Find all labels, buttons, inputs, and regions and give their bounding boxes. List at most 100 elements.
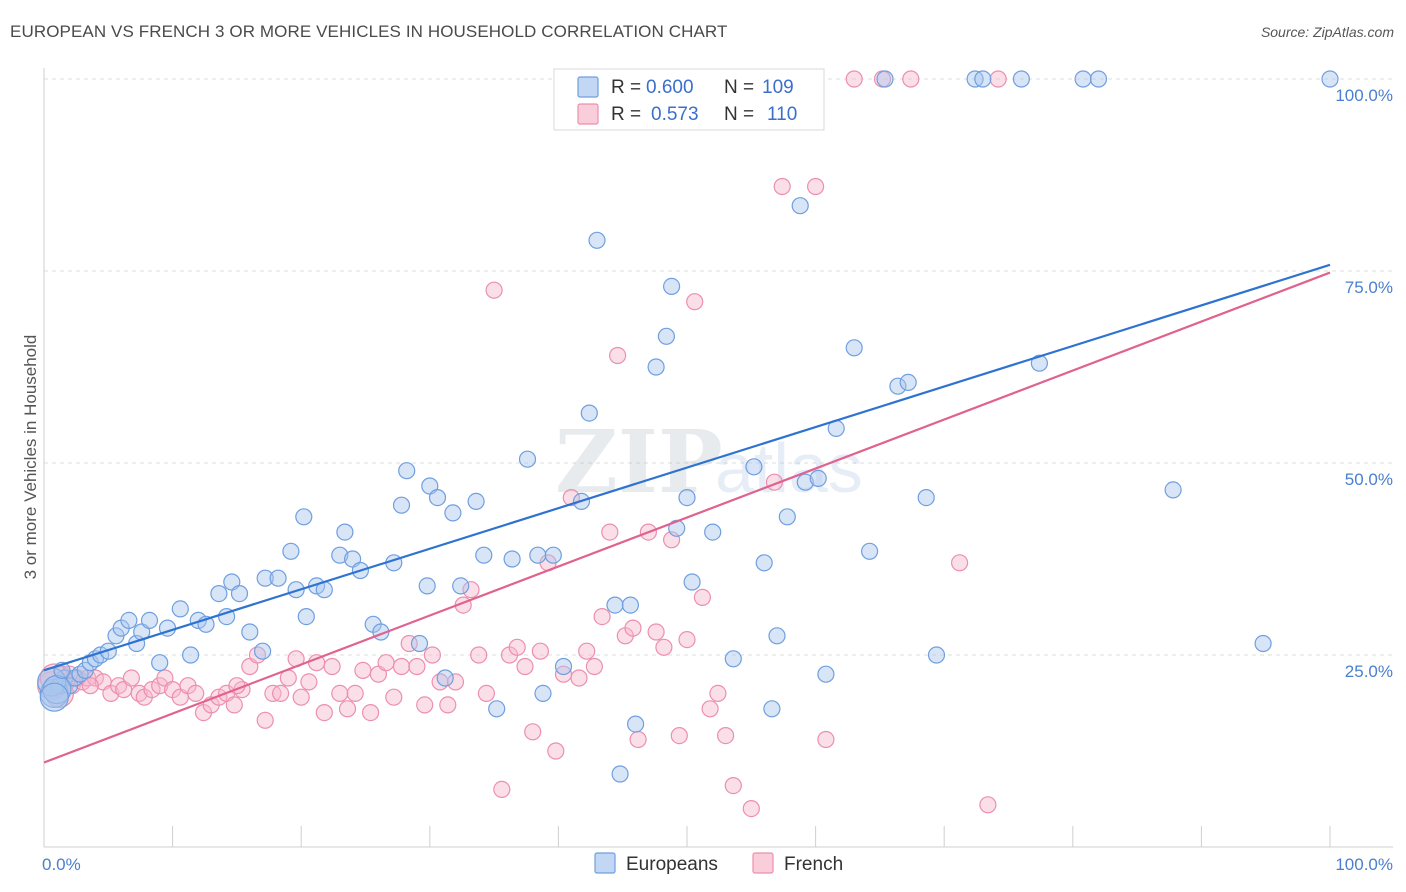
europeans-point-23 <box>210 584 228 603</box>
french-point-60 <box>477 684 495 703</box>
legend-french-r-label: R = <box>611 104 641 125</box>
french-point-74 <box>585 657 604 676</box>
europeans-point-63 <box>580 404 598 422</box>
french-point-101 <box>902 70 920 88</box>
europeans-point-85 <box>796 473 814 491</box>
french-point-67 <box>531 642 550 660</box>
europeans-point-57 <box>518 450 537 468</box>
europeans-point-95 <box>927 646 946 664</box>
legend-europeans-n-label: N = <box>724 77 754 98</box>
french-point-85 <box>670 726 688 745</box>
europeans-point-55 <box>488 700 506 718</box>
source-label: Source: ZipAtlas.com <box>1260 24 1394 40</box>
french-point-40 <box>323 657 341 676</box>
europeans-point-52 <box>452 577 470 595</box>
french-point-108 <box>81 677 99 695</box>
french-point-31 <box>256 711 274 729</box>
french-point-103 <box>979 796 997 814</box>
europeans-point-68 <box>626 715 645 733</box>
french-point-76 <box>601 523 619 541</box>
europeans-point-66 <box>611 765 629 783</box>
french-point-104 <box>989 70 1007 88</box>
french-point-83 <box>655 638 673 656</box>
french-point-97 <box>806 177 825 196</box>
europeans-point-29 <box>256 569 274 587</box>
y-tick-label-0: 25.0% <box>1345 662 1393 681</box>
french-point-56 <box>446 673 465 691</box>
europeans-point-97 <box>974 70 992 88</box>
europeans-point-100 <box>1074 70 1092 88</box>
europeans-point-91 <box>876 70 894 88</box>
y-tick-label-3: 100.0% <box>1335 86 1393 105</box>
french-point-47 <box>377 654 395 672</box>
europeans-point-17 <box>151 654 169 672</box>
grid <box>44 78 1393 656</box>
europeans-point-84 <box>791 197 809 215</box>
french-point-80 <box>629 730 647 749</box>
bottom-legend-europeans-swatch <box>594 852 616 874</box>
europeans-point-102 <box>1164 481 1182 499</box>
svg-text:atlas: atlas <box>715 429 863 507</box>
legend-french-swatch <box>577 103 599 125</box>
europeans-point-34 <box>297 607 315 626</box>
bottom-legend-europeans-label: Europeans <box>626 854 718 875</box>
french-point-49 <box>392 657 411 676</box>
legend-europeans-r-value: 0.600 <box>646 77 694 98</box>
europeans-point-74 <box>683 573 701 591</box>
europeans-point-46 <box>410 634 429 653</box>
europeans-point-81 <box>763 700 781 718</box>
europeans-point-32 <box>287 581 305 599</box>
french-point-71 <box>562 489 580 507</box>
legend-french-n-value: 110 <box>767 104 797 125</box>
europeans-point-89 <box>845 339 863 357</box>
europeans-point-93 <box>899 373 917 391</box>
europeans-point-99 <box>1030 354 1049 372</box>
europeans-point-13 <box>120 611 138 630</box>
europeans-point-50 <box>436 669 454 687</box>
legend-europeans-n-value: 109 <box>762 77 794 98</box>
chart-title: EUROPEAN VS FRENCH 3 OR MORE VEHICLES IN… <box>10 22 728 41</box>
series-french-points <box>37 70 1007 818</box>
french-point-44 <box>354 661 372 680</box>
europeans-point-33 <box>295 508 313 526</box>
europeans-point-16 <box>140 611 159 630</box>
french-point-43 <box>346 684 364 703</box>
series-legend: Europeans French <box>594 852 843 875</box>
french-point-72 <box>570 669 588 687</box>
french-point-41 <box>331 684 349 703</box>
french-point-37 <box>300 673 318 691</box>
french-point-42 <box>338 700 357 718</box>
french-point-13 <box>122 669 140 687</box>
europeans-point-86 <box>809 469 827 487</box>
europeans-point-79 <box>745 458 763 476</box>
french-point-96 <box>773 177 791 196</box>
french-point-98 <box>817 730 835 749</box>
french-point-27 <box>225 696 243 714</box>
europeans-point-69 <box>647 358 665 376</box>
legend-french-r-value: 0.573 <box>651 104 699 125</box>
europeans-point-75 <box>704 523 722 541</box>
french-point-87 <box>686 293 704 311</box>
europeans-point-59 <box>534 684 552 703</box>
y-tick-labels: 25.0% 50.0% 75.0% 100.0% <box>1335 86 1393 681</box>
europeans-point-19 <box>171 600 189 618</box>
french-point-36 <box>292 688 310 706</box>
legend-europeans-r-label: R = <box>611 77 641 98</box>
europeans-point-73 <box>678 489 696 507</box>
french-point-91 <box>716 726 735 745</box>
french-point-88 <box>693 588 712 607</box>
europeans-point-60 <box>544 546 562 564</box>
french-point-102 <box>950 554 969 572</box>
french-point-73 <box>578 642 596 660</box>
french-point-66 <box>524 723 542 741</box>
europeans-point-94 <box>917 489 935 507</box>
french-point-51 <box>408 657 426 676</box>
europeans-point-80 <box>755 554 773 572</box>
europeans-point-90 <box>860 542 879 560</box>
french-point-52 <box>416 696 434 714</box>
x-tick-marks <box>43 826 1331 847</box>
bottom-legend-french-label: French <box>784 854 843 875</box>
french-point-39 <box>315 703 333 722</box>
europeans-point-37 <box>331 546 349 564</box>
